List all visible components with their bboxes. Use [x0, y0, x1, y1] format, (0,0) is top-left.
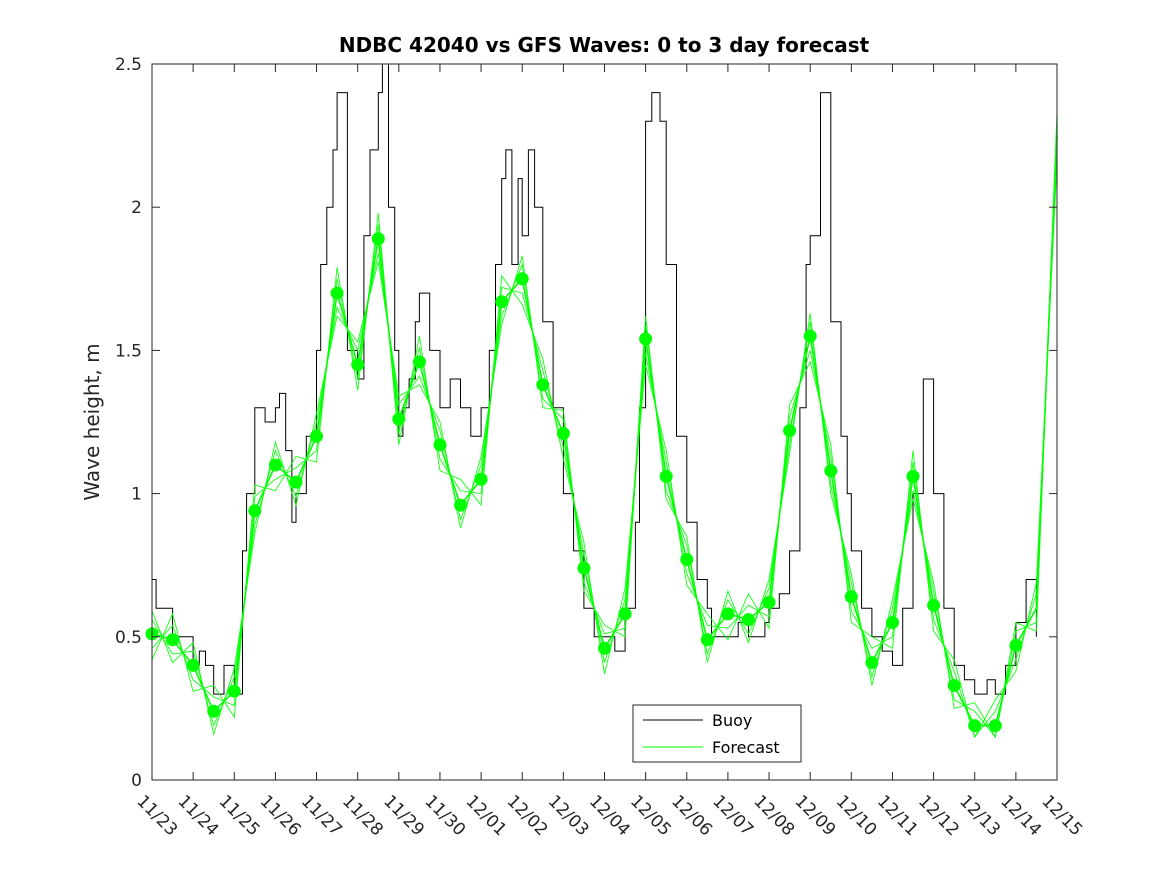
forecast-marker	[947, 679, 961, 692]
forecast-marker	[700, 633, 714, 647]
forecast-marker	[268, 458, 282, 472]
buoy-series-layer	[152, 63, 1037, 695]
forecast-marker	[988, 719, 1002, 733]
forecast-marker	[248, 504, 262, 518]
forecast-marker	[351, 358, 365, 372]
forecast-marker	[556, 427, 570, 440]
forecast-marker	[392, 412, 406, 426]
forecast-marker	[577, 561, 591, 575]
y-tick-label: 2	[131, 198, 142, 218]
forecast-marker	[968, 719, 982, 733]
forecast-ensemble-line	[151, 161, 1058, 739]
forecast-marker	[536, 378, 550, 392]
forecast-marker	[865, 656, 879, 670]
forecast-marker	[906, 469, 920, 483]
forecast-marker	[598, 641, 611, 655]
y-tick-label: 2.5	[115, 55, 142, 75]
y-tick-label: 0	[131, 771, 142, 791]
forecast-marker	[824, 464, 838, 478]
forecast-marker	[1009, 638, 1023, 652]
buoy-line	[152, 63, 1037, 695]
forecast-marker	[927, 598, 941, 612]
y-tick-label: 0.5	[115, 628, 142, 648]
forecast-marker	[371, 232, 385, 246]
forecast-ensemble-line	[151, 112, 1058, 739]
forecast-marker	[515, 272, 529, 286]
forecast-marker	[433, 438, 447, 452]
forecast-ensemble-line	[151, 121, 1058, 739]
forecast-marker	[330, 286, 344, 300]
forecast-marker	[227, 684, 241, 698]
forecast-marker	[680, 553, 694, 566]
forecast-marker	[166, 633, 180, 647]
forecast-marker	[618, 607, 632, 621]
forecast-marker	[186, 658, 200, 672]
y-axis-label: Wave height, m	[80, 343, 104, 500]
y-axis: 0 0.5 1 1.5 2 2.5	[115, 55, 1057, 791]
forecast-marker	[803, 329, 817, 343]
forecast-marker	[495, 295, 509, 309]
y-tick-label: 1	[131, 485, 142, 505]
forecast-marker	[762, 595, 776, 609]
legend-forecast-label: Forecast	[712, 738, 780, 757]
forecast-marker	[207, 704, 221, 718]
forecast-marker	[289, 475, 303, 489]
legend-buoy-label: Buoy	[712, 711, 752, 730]
legend: Buoy Forecast	[632, 704, 802, 763]
forecast-marker	[721, 607, 735, 621]
forecast-marker	[474, 472, 488, 486]
chart-title: NDBC 42040 vs GFS Waves: 0 to 3 day fore…	[339, 33, 870, 57]
forecast-marker	[639, 332, 653, 346]
y-tick-label: 1.5	[115, 341, 142, 361]
legend-box	[632, 704, 802, 763]
forecast-marker	[412, 355, 426, 369]
forecast-marker-layer	[145, 232, 1023, 733]
forecast-marker	[783, 424, 797, 438]
forecast-marker	[659, 469, 673, 483]
forecast-marker	[742, 613, 755, 627]
forecast-marker	[454, 498, 467, 512]
forecast-marker	[844, 590, 858, 604]
forecast-series-layer	[151, 112, 1058, 739]
forecast-marker	[886, 616, 899, 629]
forecast-marker	[310, 429, 323, 443]
